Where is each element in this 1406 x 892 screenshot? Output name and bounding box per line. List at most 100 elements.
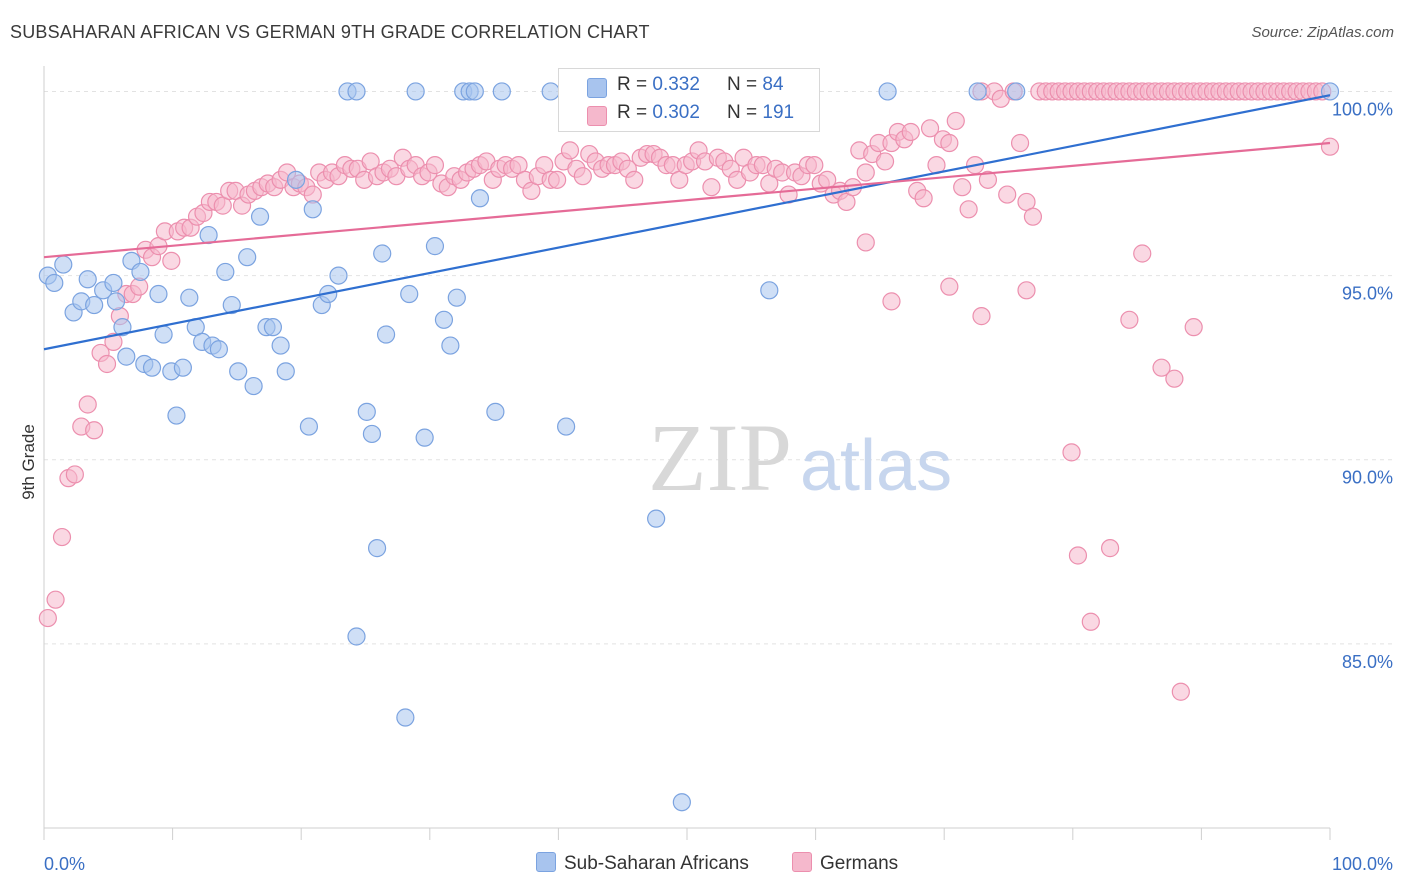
subsaharan-point	[106, 292, 126, 311]
watermark-zip: ZIP	[648, 404, 792, 511]
axes	[43, 66, 1331, 840]
legend-n-value: 191	[762, 102, 795, 123]
subsaharan-point	[149, 284, 168, 304]
legend-r-value: 0.302	[652, 102, 700, 123]
chart-title: SUBSAHARAN AFRICAN VS GERMAN 9TH GRADE C…	[10, 22, 650, 42]
germans-point	[78, 395, 97, 414]
grid-lines	[44, 90, 1392, 645]
subsaharan-point	[434, 310, 454, 329]
germans-point	[1320, 137, 1340, 156]
germans-point	[573, 167, 592, 186]
subsaharan-point	[167, 406, 186, 425]
germans-point	[38, 608, 57, 628]
subsaharan-point	[238, 248, 257, 267]
germans-point	[1081, 612, 1100, 631]
germans-point	[1133, 244, 1152, 263]
subsaharan-point	[286, 170, 306, 189]
subsaharan-point	[367, 539, 387, 558]
subsaharan-point	[647, 509, 666, 528]
subsaharan-points	[38, 82, 1340, 812]
germans-point	[46, 590, 65, 609]
germans-point	[702, 178, 721, 197]
germans-point	[1100, 539, 1120, 558]
tick-labels: 85.0% 90.0% 95.0% 100.0% 0.0% 100.0%	[44, 99, 1393, 874]
subsaharan-point	[276, 362, 295, 381]
subsaharan-point	[244, 376, 263, 396]
germans-point	[901, 122, 920, 142]
germans-point	[920, 119, 940, 138]
subsaharan-point	[400, 284, 419, 304]
subsaharan-point	[557, 417, 576, 436]
germans-point	[85, 421, 104, 440]
legend-r-value: 0.332	[652, 74, 700, 95]
subsaharan-point	[271, 336, 290, 355]
subsaharan-point	[180, 288, 199, 307]
legend-swatch-blue	[536, 852, 556, 872]
legend-n-value: 84	[762, 74, 784, 95]
germans-point	[978, 170, 998, 189]
germans-point	[548, 170, 567, 189]
germans-point	[1184, 318, 1203, 337]
subsaharan-point	[329, 266, 348, 285]
legend-swatch-blue	[587, 78, 607, 98]
subsaharan-point	[362, 424, 382, 444]
germans-point	[946, 111, 965, 131]
germans-point	[1152, 358, 1171, 377]
germans-point	[1068, 546, 1088, 565]
germans-point	[940, 277, 959, 296]
x-tick-label: 0.0%	[44, 854, 85, 874]
y-tick-label: 90.0%	[1342, 468, 1393, 488]
y-tick-label: 95.0%	[1342, 284, 1393, 304]
germans-point	[104, 332, 123, 351]
subsaharan-point	[85, 295, 104, 315]
germans-point	[1171, 682, 1190, 701]
subsaharan-point	[154, 325, 173, 344]
y-tick-label: 85.0%	[1342, 652, 1393, 672]
germans-point	[805, 156, 824, 175]
subsaharan-point	[78, 270, 97, 289]
bottom-legend-subsaharan[interactable]: Sub-Saharan Africans	[536, 852, 749, 875]
legend-swatch-pink	[792, 852, 812, 872]
bottom-legend-germans[interactable]: Germans	[792, 852, 898, 875]
trend-lines	[43, 94, 1331, 351]
subsaharan-point	[1007, 82, 1026, 101]
subsaharan-point	[250, 207, 270, 226]
chart-source: Source: ZipAtlas.com	[1251, 24, 1394, 41]
germans-point	[953, 178, 972, 197]
subsaharan-point	[406, 82, 425, 101]
subsaharan-point	[222, 295, 241, 315]
subsaharan-point	[45, 273, 64, 293]
germans-point	[52, 527, 72, 547]
subsaharan-point	[209, 340, 228, 359]
subsaharan-point	[117, 347, 136, 366]
subsaharan-point	[173, 358, 192, 377]
subsaharan-point	[229, 362, 248, 381]
germans-point	[97, 354, 117, 374]
germans-point	[162, 251, 181, 270]
subsaharan-point	[131, 262, 150, 282]
germans-point	[1017, 281, 1036, 300]
subsaharan-point	[415, 428, 434, 447]
subsaharan-trend-line	[43, 94, 1331, 351]
germans-point	[625, 170, 644, 189]
y-axis-label: 9th Grade	[19, 424, 38, 500]
subsaharan-point	[465, 82, 484, 101]
subsaharan-point	[303, 200, 322, 219]
stats-legend: R = 0.332 N = 84 R = 0.302 N = 191	[558, 68, 820, 132]
subsaharan-point	[760, 281, 779, 300]
germans-point	[875, 152, 895, 171]
germans-point	[425, 156, 445, 175]
legend-row-subsaharan: R = 0.332 N = 84	[559, 72, 819, 100]
germans-point	[560, 141, 580, 160]
subsaharan-point	[486, 402, 505, 421]
germans-point	[1023, 207, 1043, 226]
subsaharan-point	[470, 189, 490, 208]
subsaharan-point	[54, 255, 73, 274]
y-tick-label: 100.0%	[1332, 99, 1393, 119]
subsaharan-point	[376, 325, 396, 344]
germans-point	[1120, 310, 1139, 329]
germans-point	[914, 189, 933, 208]
germans-points	[38, 82, 1340, 701]
germans-point	[1165, 369, 1184, 388]
